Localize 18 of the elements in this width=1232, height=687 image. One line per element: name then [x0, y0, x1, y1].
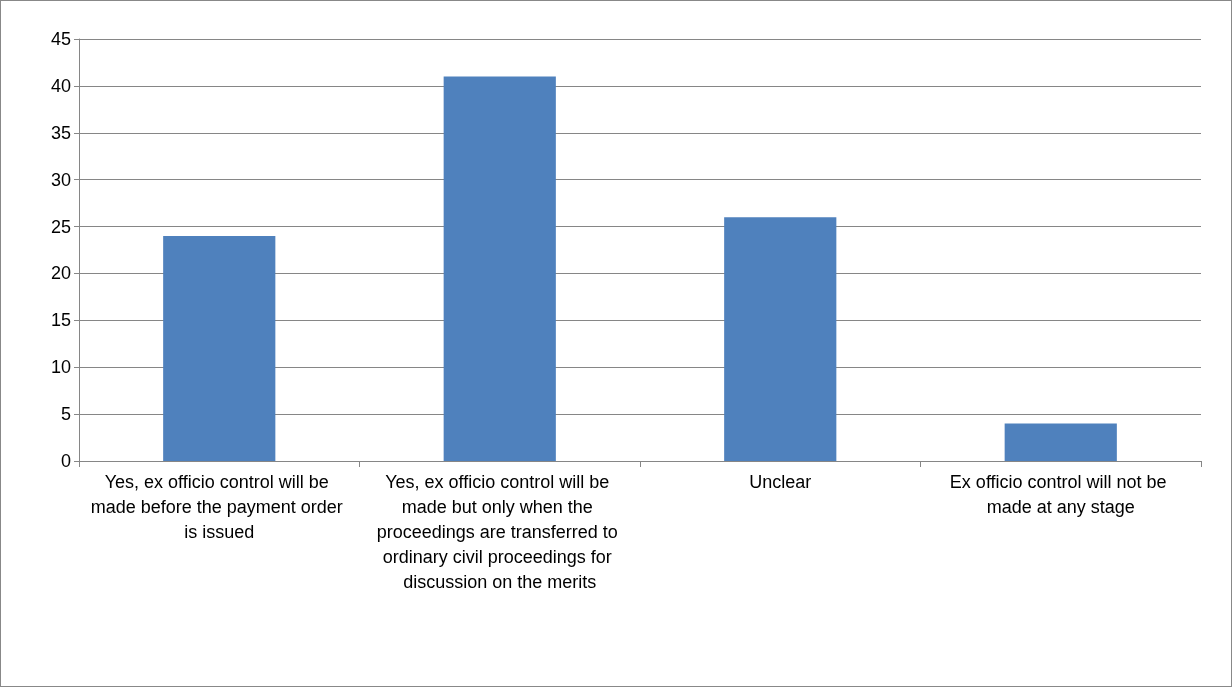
- x-tick-label: Unclear: [749, 471, 812, 492]
- y-tick-label: 40: [50, 75, 71, 96]
- x-tick-label: Ex officio control will not be made at any stage: [949, 471, 1172, 517]
- bar: [724, 217, 837, 461]
- y-tick-label: 15: [50, 310, 71, 331]
- x-tick-label: Yes, ex officio control will be made before the payment order is issued: [90, 471, 348, 542]
- y-tick-label: 10: [50, 357, 71, 378]
- bar: [1004, 423, 1117, 461]
- y-tick-label: 5: [60, 404, 71, 425]
- bar: [163, 235, 276, 461]
- y-tick-label: 30: [50, 169, 71, 190]
- y-tick-label: 45: [50, 29, 71, 49]
- y-tick-label: 25: [50, 216, 71, 237]
- y-tick-label: 0: [60, 451, 71, 471]
- x-tick-label: Yes, ex officio control will be made but only when the proceedings are transferred to ordinary civil proceedings for discussion on the merits: [376, 471, 623, 592]
- y-tick-label: 35: [50, 122, 71, 143]
- y-tick-label: 20: [50, 263, 71, 284]
- bar: [443, 76, 556, 461]
